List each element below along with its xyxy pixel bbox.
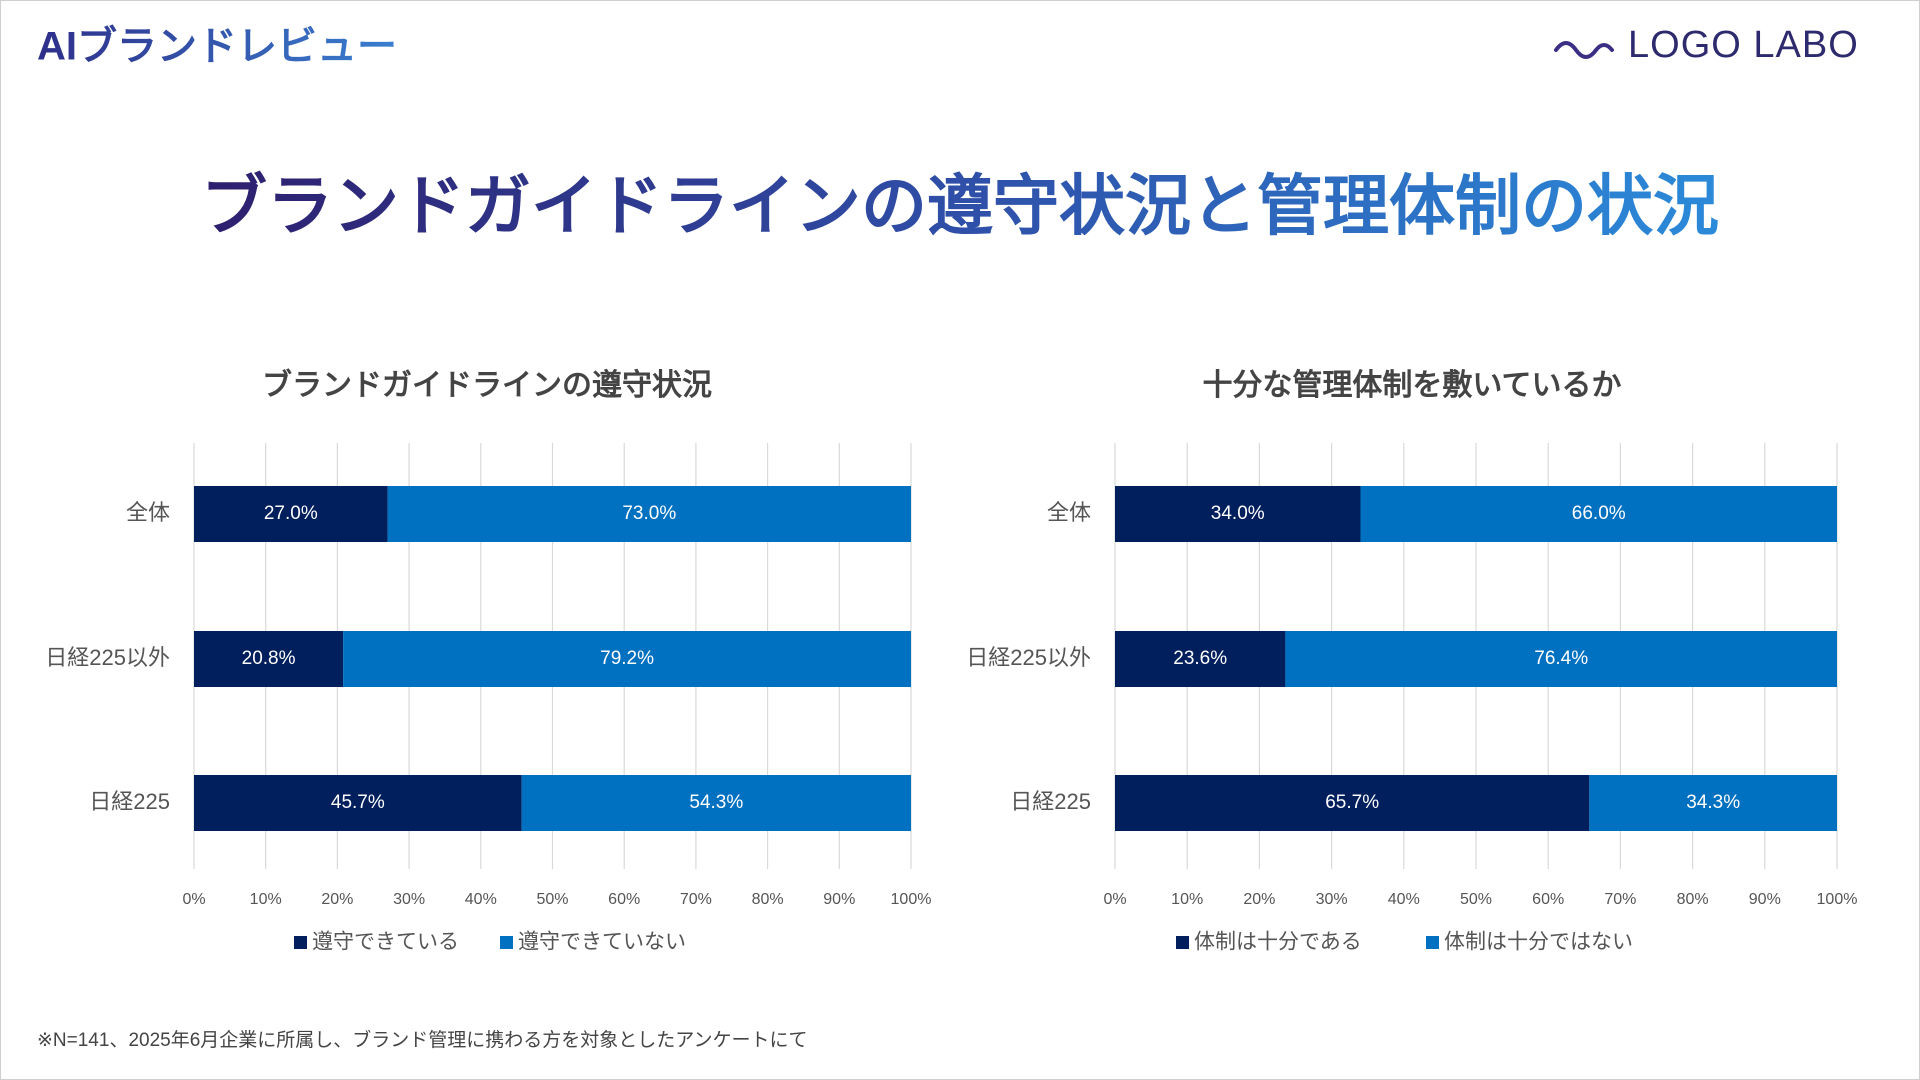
brand: AIブランドレビュー [37,24,397,69]
x-tick-label: 50% [536,891,568,908]
bar-value-label: 54.3% [689,792,743,813]
x-tick-label: 10% [1171,891,1203,908]
bar-segment [1589,775,1837,831]
x-tick-label: 30% [1316,891,1348,908]
x-tick-label: 60% [608,891,640,908]
y-tick-label: 日経225以外 [45,645,170,670]
x-tick-label: 60% [1532,891,1564,908]
bar-segment [1115,486,1361,542]
bar-segment [1360,486,1837,542]
x-tick-label: 80% [1677,891,1709,908]
bar-segment [521,775,911,831]
bar-segment [1115,631,1286,687]
x-tick-label: 40% [1388,891,1420,908]
bar-value-label: 73.0% [622,503,676,524]
bar-segment [1285,631,1837,687]
x-tick-label: 20% [1243,891,1275,908]
legend-label: 体制は十分である [1194,931,1362,954]
x-tick-label: 0% [1103,891,1126,908]
bar-segment [194,631,344,687]
bar-value-label: 20.8% [242,648,296,669]
x-tick-label: 90% [1749,891,1781,908]
x-tick-label: 70% [1604,891,1636,908]
x-tick-label: 90% [823,891,855,908]
legend-swatch [1426,936,1439,949]
chart-title: 十分な管理体制を敷いているか [1202,369,1621,402]
legend-swatch [294,936,307,949]
legend-label: 遵守できている [312,931,459,954]
x-tick-label: 10% [250,891,282,908]
bar-value-label: 76.4% [1534,648,1588,669]
x-tick-label: 100% [891,891,932,908]
bar-segment [194,486,388,542]
legend-label: 体制は十分ではない [1444,931,1633,954]
bar-value-label: 23.6% [1173,648,1227,669]
footnote: ※N=141、2025年6月企業に所属し、ブランド管理に携わる方を対象としたアン… [37,1028,808,1051]
bar-value-label: 45.7% [331,792,385,813]
bar-value-label: 27.0% [264,503,318,524]
y-tick-label: 全体 [1047,500,1091,525]
x-tick-label: 30% [393,891,425,908]
bar-segment [387,486,912,542]
x-tick-label: 40% [465,891,497,908]
main-title: ブランドガイドラインの遵守状況と管理体制の状況 [201,168,1719,242]
bar-segment [1115,775,1590,831]
bar-value-label: 65.7% [1325,792,1379,813]
bar-segment [343,631,911,687]
x-tick-label: 20% [321,891,353,908]
x-tick-label: 80% [752,891,784,908]
x-tick-label: 0% [182,891,205,908]
bar-value-label: 79.2% [600,648,654,669]
y-tick-label: 日経225 [1010,789,1091,814]
x-tick-label: 100% [1817,891,1858,908]
legend-label: 遵守できていない [518,931,686,954]
y-tick-label: 日経225 [89,789,170,814]
legend-swatch [1176,936,1189,949]
y-tick-label: 全体 [126,500,170,525]
bar-segment [194,775,522,831]
bar-value-label: 66.0% [1572,503,1626,524]
x-tick-label: 70% [680,891,712,908]
legend-swatch [500,936,513,949]
x-tick-label: 50% [1460,891,1492,908]
bar-value-label: 34.0% [1211,503,1265,524]
chart-title: ブランドガイドラインの遵守状況 [262,368,712,402]
logo: LOGO LABO [1628,24,1859,66]
bar-value-label: 34.3% [1686,792,1740,813]
y-tick-label: 日経225以外 [966,645,1091,670]
logo-icon [1554,41,1614,59]
